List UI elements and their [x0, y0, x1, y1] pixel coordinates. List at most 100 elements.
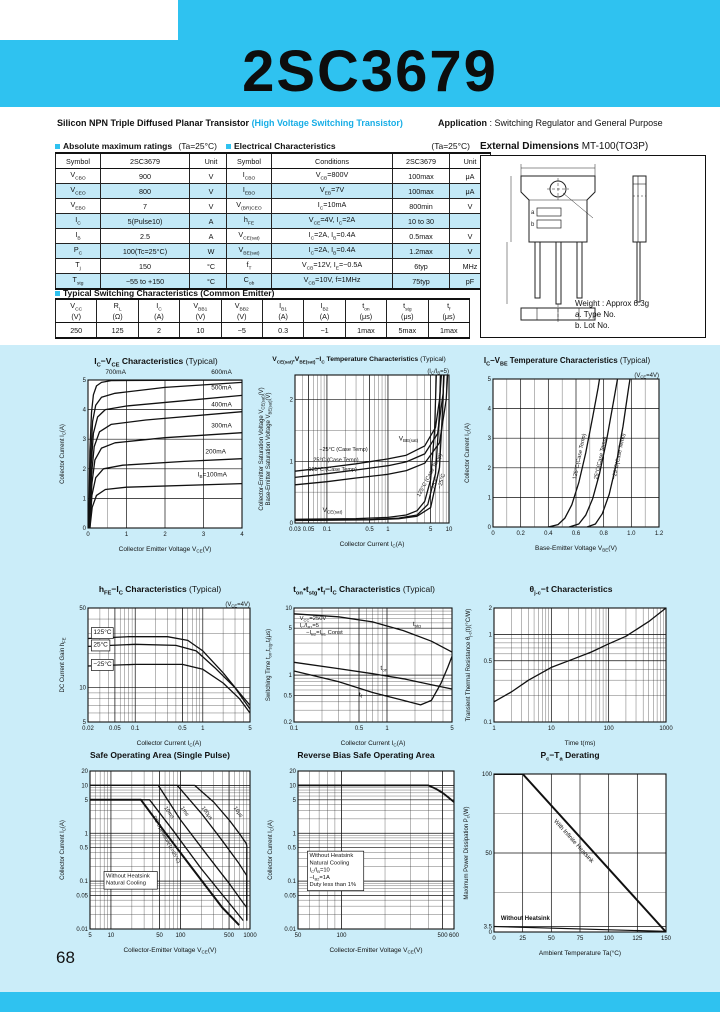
table-row: Cob VCB=10V, f=1MHz 75typ pF	[226, 273, 491, 290]
chart-plot: 1 10 100 1000 0.1 0.5 1 2 Time t(ms) Transient Th…	[466, 606, 673, 747]
svg-text:Without Heatsink: Without Heatsink	[106, 873, 150, 879]
bottom-cyan-band	[0, 992, 720, 1012]
lot-no-note: b. Lot No.	[575, 321, 610, 330]
svg-text:Transient Thermal Resistance θ: Transient Thermal Resistance θj-c(t)(°C/…	[466, 608, 473, 721]
col-header: IC (A)	[137, 298, 181, 324]
svg-text:Collector-Emitter Voltage VCE(: Collector-Emitter Voltage VCE(V)	[329, 947, 422, 955]
svg-text:5: 5	[488, 377, 492, 383]
svg-text:3.5: 3.5	[484, 924, 493, 930]
svg-text:Collector-Emitter Voltage VCE(: Collector-Emitter Voltage VCE(V)	[123, 947, 216, 955]
table-cell: V(BR)CEO	[226, 198, 272, 214]
table-row: PC 100(Tc=25°C) W	[55, 243, 233, 259]
svg-text:0.5: 0.5	[484, 658, 493, 664]
dimensions-title: External Dimensions MT-100(TO3P)	[480, 141, 649, 152]
svg-text:0.5: 0.5	[355, 726, 364, 732]
svg-text:500: 500	[224, 933, 235, 939]
package-drawing: a b	[506, 164, 647, 324]
table-row: fT VCB=12V, IE=−0.5A 6typ MHz	[226, 258, 491, 274]
table-cell: 1max	[427, 322, 471, 339]
svg-text:100: 100	[482, 772, 493, 778]
table-cell: IC=2A, IB=0.4A	[271, 243, 393, 259]
svg-text:1: 1	[293, 831, 297, 837]
svg-text:3: 3	[83, 437, 87, 443]
table-row: VCEO 800 V	[55, 183, 233, 199]
part-number-title: 2SC3679	[242, 39, 498, 104]
svg-text:400mA: 400mA	[211, 401, 232, 408]
svg-text:0.05: 0.05	[76, 894, 88, 900]
svg-text:300mA: 300mA	[211, 422, 232, 429]
svg-text:b: b	[531, 222, 535, 228]
chart-ic-vce: IC−VCE Characteristics (Typical) 0 1 2 3 4 0 1 2…	[58, 356, 254, 554]
col-header: VBB1 (V)	[179, 298, 222, 324]
svg-text:5: 5	[88, 933, 92, 939]
top-left-white-corner	[0, 0, 178, 40]
svg-text:0: 0	[290, 521, 294, 527]
svg-text:DC Current Gain hFE: DC Current Gain hFE	[60, 637, 67, 692]
svg-text:Collector-Emitter Saturation V: Collector-Emitter Saturation Voltage VCE…	[259, 388, 266, 511]
table-cell: IC=10mA	[271, 198, 393, 214]
svg-text:0.1: 0.1	[288, 879, 297, 885]
weight-note: Weight : Approx 6.3g	[575, 299, 650, 308]
svg-text:Base-Emitter Saturation Voltag: Base-Emitter Saturation Voltage VBE(sat)…	[266, 393, 273, 506]
svg-text:0.2: 0.2	[516, 531, 525, 537]
subtitle: Silicon NPN Triple Diffused Planar Trans…	[57, 118, 403, 128]
table-cell: IB	[55, 228, 101, 244]
table-row: VCBO 900 V	[55, 168, 233, 184]
svg-text:Without Heatsink: Without Heatsink	[309, 853, 353, 859]
table-cell: A	[189, 213, 233, 229]
chart-title: IC−VBE Temperature Characteristics (Typi…	[483, 356, 651, 368]
svg-text:IC/IB1=5: IC/IB1=5	[300, 623, 319, 630]
svg-text:600mA: 600mA	[211, 369, 232, 376]
table-cell: 100max	[392, 183, 450, 199]
chart-title: Safe Operating Area (Single Pulse)	[90, 750, 230, 760]
chart-plot: 0.1 0.5 1 5 0.2 0.5 1 5 10 Collector Current IC(A…	[266, 606, 454, 748]
table-cell: 2	[137, 322, 181, 339]
svg-text:−IB2=IB1 Const: −IB2=IB1 Const	[306, 630, 343, 637]
table-row: VBE(sat) IC=2A, IB=0.4A 1.2max V	[226, 243, 491, 259]
application-text: : Switching Regulator and General Purpos…	[489, 118, 663, 128]
section-marker-icon	[55, 291, 60, 296]
svg-text:1: 1	[83, 496, 87, 502]
table-row: Tstg −55 to +150 °C	[55, 273, 233, 290]
application-label: Application	[438, 118, 487, 128]
dimensions-notes: Weight : Approx 6.3g a. Type No. b. Lot …	[575, 298, 649, 331]
table-row: VEBO 7 V	[55, 198, 233, 214]
svg-text:1: 1	[488, 495, 492, 501]
abs-max-section-title: Absolute maximum ratings (Ta=25°C)	[55, 141, 217, 151]
page-number: 68	[56, 948, 75, 967]
svg-text:4: 4	[240, 532, 244, 538]
table-cell: 1max	[344, 322, 388, 339]
table-cell: VCB=800V	[271, 168, 393, 184]
svg-text:125: 125	[632, 936, 643, 942]
svg-text:0.5: 0.5	[284, 693, 293, 699]
svg-text:1: 1	[125, 532, 129, 538]
svg-text:600: 600	[449, 933, 460, 939]
table-cell: 0.3	[261, 322, 305, 339]
svg-text:VCC=250V: VCC=250V	[300, 616, 327, 623]
svg-text:2: 2	[290, 398, 294, 404]
svg-text:IC/IB=10: IC/IB=10	[309, 868, 329, 875]
svg-text:−25°C: −25°C	[93, 660, 112, 668]
table-cell: 100max	[392, 168, 450, 184]
svg-text:Base-Emitter Voltage VBE(V): Base-Emitter Voltage VBE(V)	[535, 545, 617, 553]
table-row: ICBO VCB=800V 100max μA	[226, 168, 491, 184]
table-row: 250 125 2 10 −5 0.3 −1 1max 5max 1max	[54, 322, 471, 339]
svg-text:1.2: 1.2	[655, 531, 664, 537]
table-cell: 800min	[392, 198, 450, 214]
svg-text:0: 0	[86, 532, 90, 538]
type-no-note: a. Type No.	[575, 310, 616, 319]
chart-ic-vbe: IC−VBE Temperature Characteristics (Typi…	[463, 356, 671, 553]
table-row: IC 5(Pulse10) A	[55, 213, 233, 229]
svg-text:0: 0	[492, 936, 496, 942]
svg-text:0.5: 0.5	[178, 726, 187, 732]
chart-title: VCE(sat),VBE(sat)−IC Temperature Charact…	[272, 356, 446, 365]
table-cell: IEBO	[226, 183, 272, 199]
switching-table: VCC (V) RL (Ω) IC (A) VBB1 (V) VBB2 (V) IB1 (A) IB2(…	[54, 298, 471, 340]
col-header: IB2 (A)	[303, 298, 346, 324]
svg-text:5: 5	[83, 720, 87, 726]
col-header: 2SC3679	[392, 152, 450, 169]
svg-text:1: 1	[290, 460, 294, 466]
col-header: Conditions	[271, 152, 393, 169]
table-row: V(BR)CEO IC=10mA 800min V	[226, 198, 491, 214]
